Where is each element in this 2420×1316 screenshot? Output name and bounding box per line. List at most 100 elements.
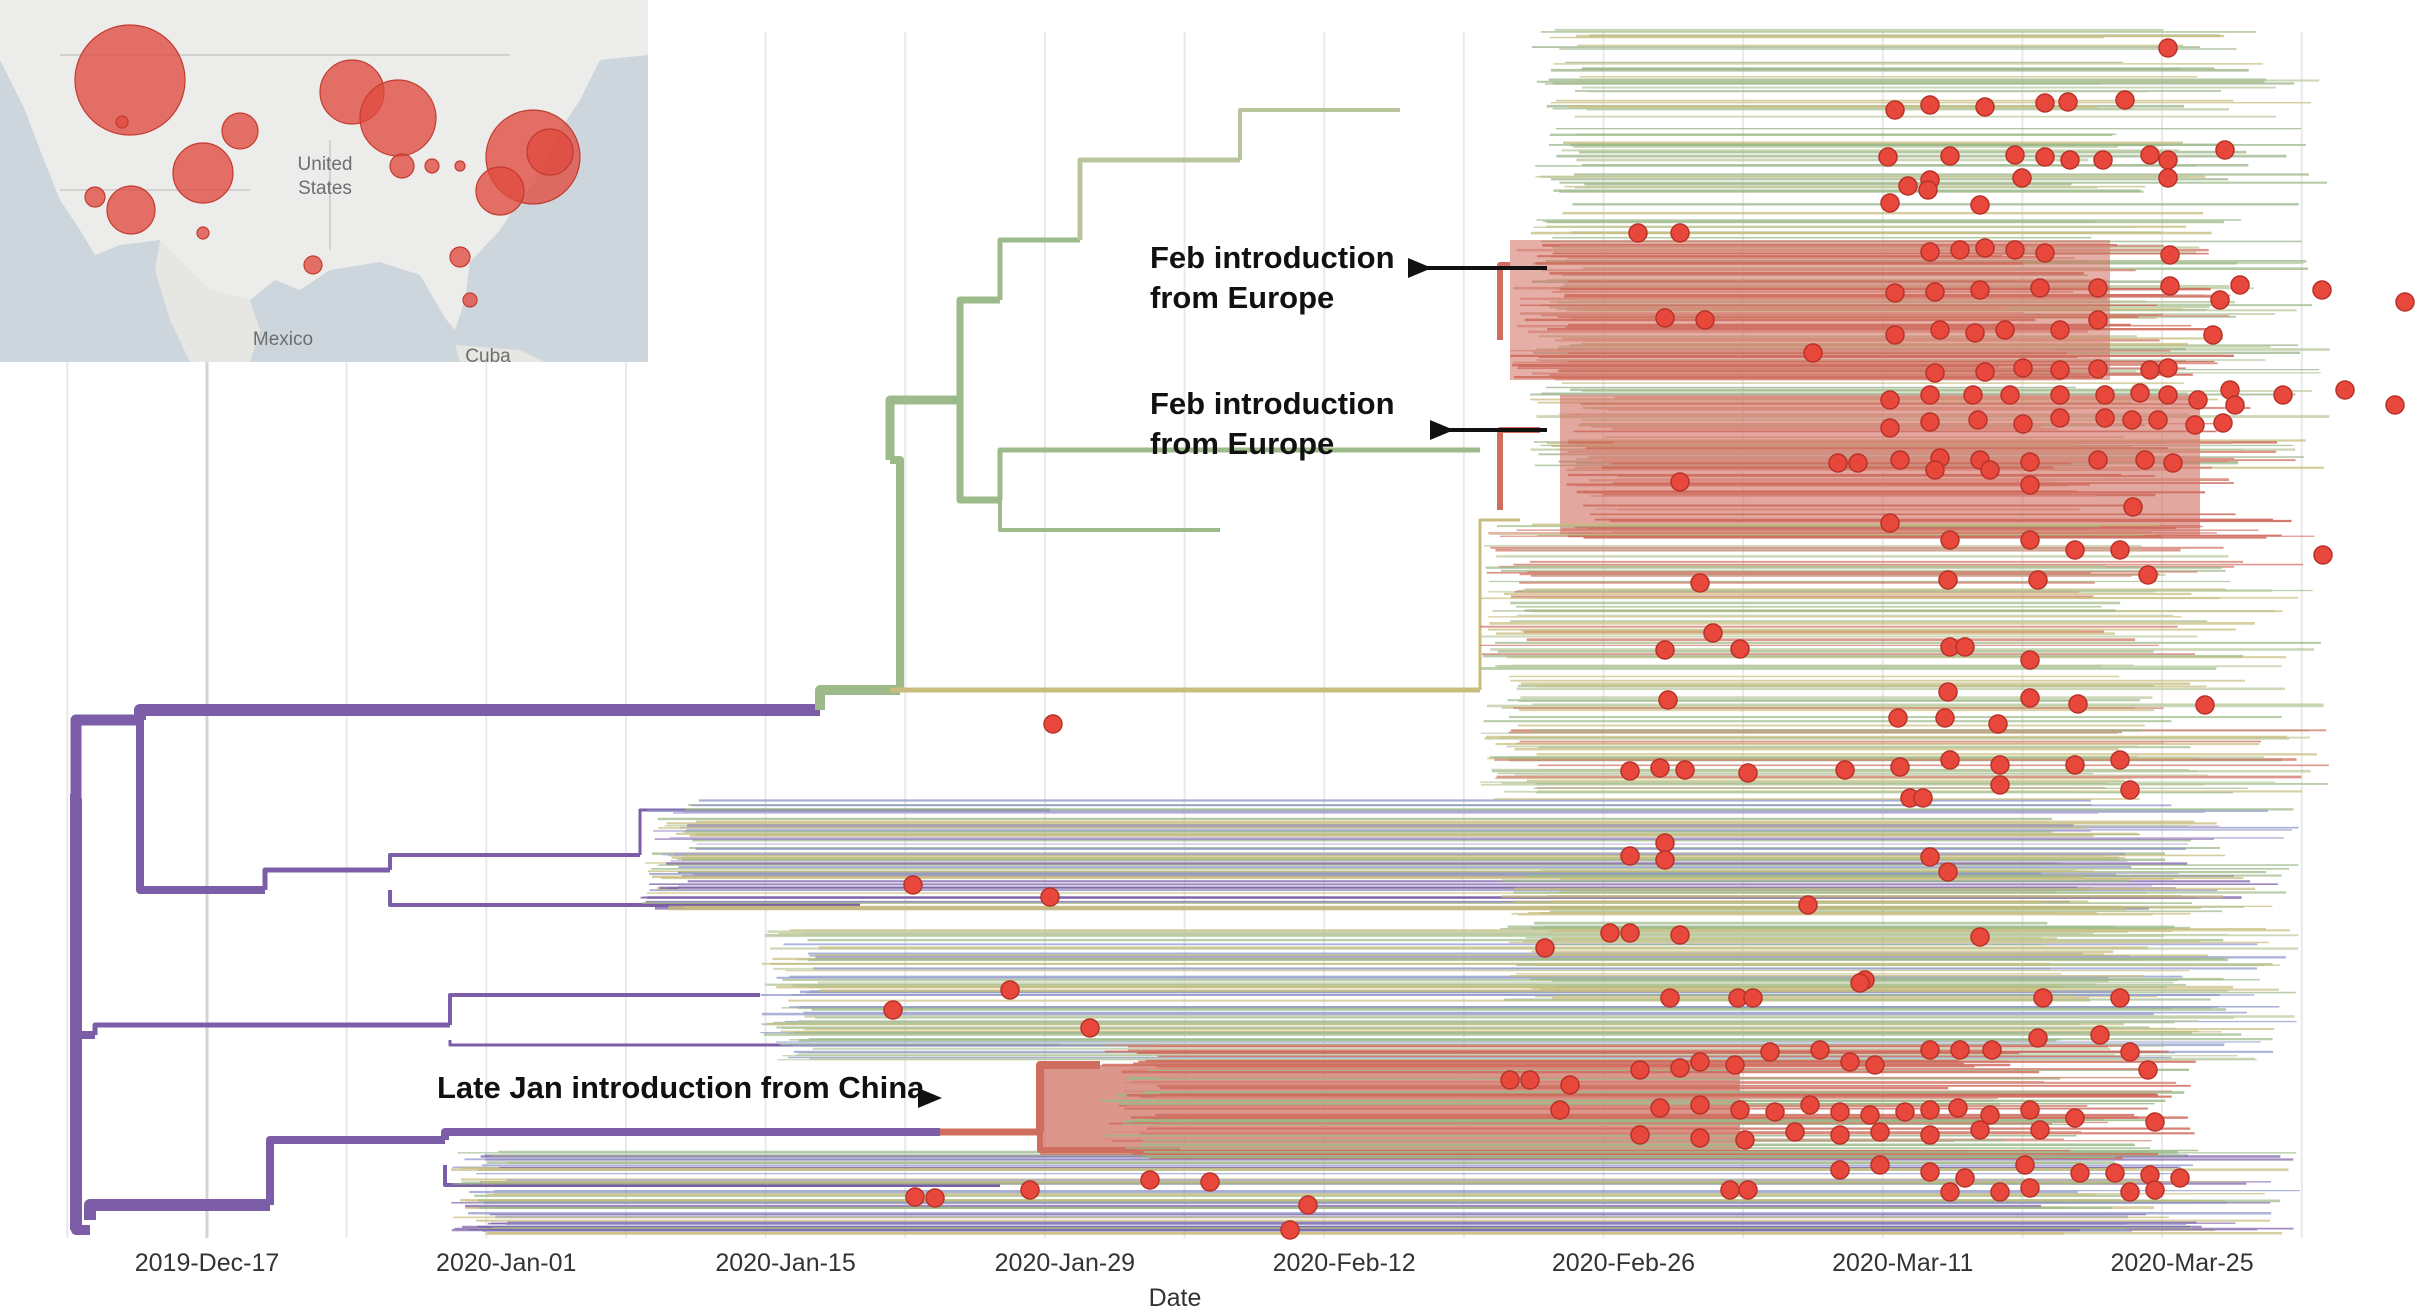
map-bubble	[106, 185, 156, 235]
tip-marker	[1925, 460, 1945, 480]
tip-marker	[1940, 750, 1960, 770]
tip-marker	[2035, 243, 2055, 263]
tree-branch	[997, 237, 1080, 300]
tip-marker	[1000, 980, 1020, 1000]
tip-marker	[2030, 278, 2050, 298]
tip-marker	[1925, 282, 1945, 302]
tip-marker	[2215, 140, 2235, 160]
tip-marker	[1913, 788, 1933, 808]
annotation-arrowhead	[918, 1088, 942, 1108]
tip-marker	[2385, 395, 2405, 415]
tip-marker	[1828, 453, 1848, 473]
tip-marker	[1560, 1075, 1580, 1095]
tip-marker	[2185, 415, 2205, 435]
tip-marker	[2088, 450, 2108, 470]
tip-marker	[2020, 650, 2040, 670]
tip-marker	[1080, 1018, 1100, 1038]
tip-marker	[1760, 1042, 1780, 1062]
tip-marker	[2138, 565, 2158, 585]
tip-marker	[1280, 1220, 1300, 1240]
annotation: Feb introduction from Europe	[1150, 386, 1547, 461]
tip-marker	[2203, 325, 2223, 345]
tip-marker	[1950, 1040, 1970, 1060]
tree-branch	[262, 867, 390, 890]
tip-marker	[1980, 1105, 2000, 1125]
tip-marker	[2225, 395, 2245, 415]
tip-marker	[1890, 450, 1910, 470]
map-bubble	[462, 292, 478, 308]
tip-marker	[2158, 168, 2178, 188]
tip-marker	[1888, 708, 1908, 728]
map-bubble	[389, 153, 415, 179]
tree-branch	[885, 395, 960, 460]
tip-marker	[1920, 1162, 1940, 1182]
x-tick-label: 2019-Dec-17	[135, 1249, 280, 1277]
tip-marker	[1730, 1100, 1750, 1120]
tip-marker	[1650, 758, 1670, 778]
tree-branch	[92, 1022, 450, 1035]
tip-marker	[2195, 695, 2215, 715]
us-sample-tips	[883, 38, 2415, 1240]
x-tick-label: 2020-Feb-12	[1273, 1249, 1416, 1277]
tip-marker	[1898, 176, 1918, 196]
tip-marker	[1940, 146, 1960, 166]
tip-marker	[1670, 925, 1690, 945]
map-bubble	[449, 246, 471, 268]
tip-marker	[2093, 150, 2113, 170]
tip-marker	[2030, 1120, 2050, 1140]
tip-marker	[1630, 1060, 1650, 1080]
tip-marker	[1620, 846, 1640, 866]
map-bubble	[303, 255, 323, 275]
tip-marker	[1925, 363, 1945, 383]
tip-marker	[1940, 1182, 1960, 1202]
tree-branch	[388, 853, 640, 870]
tip-marker	[2095, 408, 2115, 428]
tree-branch	[443, 1165, 1000, 1187]
annotation: Feb introduction from Europe	[1150, 240, 1547, 315]
tree-branch	[134, 704, 820, 720]
tip-marker	[1500, 1070, 1520, 1090]
map-bubble	[526, 128, 574, 176]
tip-marker	[1938, 682, 1958, 702]
tip-marker	[1655, 833, 1675, 853]
tip-marker	[1990, 755, 2010, 775]
tip-marker	[2050, 320, 2070, 340]
map-land-mexico	[155, 240, 260, 362]
x-tick-label: 2020-Jan-01	[436, 1249, 576, 1277]
tip-marker	[2035, 147, 2055, 167]
map-bubble	[359, 79, 437, 157]
tip-marker	[1800, 1095, 1820, 1115]
tip-marker	[1655, 308, 1675, 328]
tree-branch	[1238, 108, 1400, 160]
tip-marker	[1830, 1125, 1850, 1145]
tree-branch	[72, 800, 95, 1039]
tree-branch	[956, 296, 1000, 400]
annotation-text: Feb introduction	[1150, 240, 1395, 275]
map-bubble	[424, 158, 440, 174]
tip-marker	[2160, 276, 2180, 296]
tip-marker	[1670, 223, 1690, 243]
tip-marker	[1880, 193, 1900, 213]
tip-marker	[1675, 760, 1695, 780]
tip-marker	[1878, 147, 1898, 167]
tip-marker	[2158, 385, 2178, 405]
tip-marker	[1938, 862, 1958, 882]
tip-marker	[2088, 310, 2108, 330]
tip-marker	[2273, 385, 2293, 405]
tip-marker	[2005, 145, 2025, 165]
tip-marker	[1895, 1102, 1915, 1122]
tip-marker	[2058, 92, 2078, 112]
tip-marker	[2090, 1025, 2110, 1045]
tip-marker	[2088, 278, 2108, 298]
tip-marker	[1963, 385, 1983, 405]
tip-marker	[1850, 973, 1870, 993]
tree-branch	[136, 720, 265, 894]
tip-marker	[1950, 240, 1970, 260]
tip-marker	[2120, 780, 2140, 800]
tree-branch	[1497, 262, 1510, 340]
tip-marker	[1630, 1125, 1650, 1145]
tip-marker	[1738, 763, 1758, 783]
tip-marker	[1200, 1172, 1220, 1192]
tip-marker	[2088, 359, 2108, 379]
tip-marker	[1885, 100, 1905, 120]
